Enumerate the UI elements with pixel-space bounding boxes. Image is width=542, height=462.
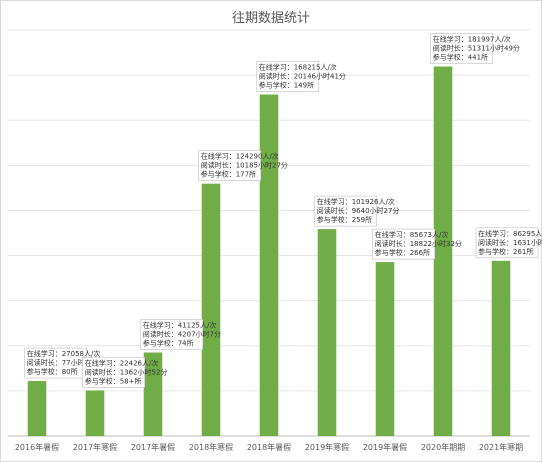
data-label-line: 参与学校：441所 [433, 53, 488, 62]
data-label-line: 阅读时长：51311小时49分 [433, 44, 520, 53]
data-label-line: 阅读时长：10185小时27分 [201, 161, 288, 170]
data-label-line: 参与学校：259所 [317, 215, 372, 224]
data-label-line: 阅读时长：1362小时52分 [85, 367, 168, 376]
data-label-line: 在线学习：181997人/次 [433, 35, 511, 44]
data-label-line: 在线学习：85673人/次 [375, 230, 449, 239]
data-label-line: 在线学习：124290人/次 [201, 152, 279, 161]
x-tick-label: 2016年暑假 [15, 442, 59, 452]
data-label-line: 阅读时长：4207小时7分 [143, 330, 221, 339]
x-axis-tick-labels: 2016年暑假 2017年寒假 2017年暑假 2018年寒假 2018年暑假 2019年… [15, 442, 523, 452]
data-label-line: 在线学习：86295人/次 [478, 229, 542, 238]
x-tick-label: 2019年寒假 [305, 442, 349, 452]
bar [202, 184, 221, 436]
data-label-line: 阅读时长：9640小时27分 [317, 206, 400, 215]
x-tick-label: 2021年寒期 [479, 442, 523, 452]
x-tick-label: 2018年暑假 [247, 442, 291, 452]
data-label-line: 参与学校：58+所 [85, 376, 142, 385]
data-label-line: 在线学习：22426人/次 [85, 358, 159, 367]
data-label-line: 阅读时长：20146小时41分 [259, 72, 346, 81]
data-label-line: 在线学习：27058人/次 [27, 349, 101, 358]
bar [318, 229, 337, 436]
x-tick-label: 2017年寒假 [73, 442, 117, 452]
data-label-line: 参与学校：149所 [259, 81, 314, 90]
bar [86, 390, 105, 436]
x-tick-label: 2020年期期 [421, 442, 465, 452]
bar [28, 381, 47, 436]
data-label-line: 阅读时长：1631小时21分 [478, 238, 542, 247]
data-label-line: 参与学校：177所 [201, 170, 256, 179]
data-label-line: 参与学校：266所 [375, 248, 430, 257]
data-label-line: 参与学校：80所 [27, 367, 78, 376]
data-label-line: 阅读时长：18822小时32分 [375, 239, 462, 248]
bar [492, 261, 511, 436]
data-label-line: 在线学习：101926人/次 [317, 197, 395, 206]
bar [376, 262, 395, 436]
bar [434, 67, 453, 436]
data-label-line: 在线学习：168215人/次 [259, 63, 337, 72]
x-tick-label: 2017年暑假 [131, 442, 175, 452]
x-tick-label: 2019年暑假 [363, 442, 407, 452]
data-label-line: 参与学校：74所 [143, 339, 194, 348]
data-label-line: 参与学校：261所 [478, 247, 533, 256]
x-tick-label: 2018年寒假 [189, 442, 233, 452]
data-label-line: 在线学习：41125人/次 [143, 321, 217, 330]
bar [260, 95, 279, 436]
